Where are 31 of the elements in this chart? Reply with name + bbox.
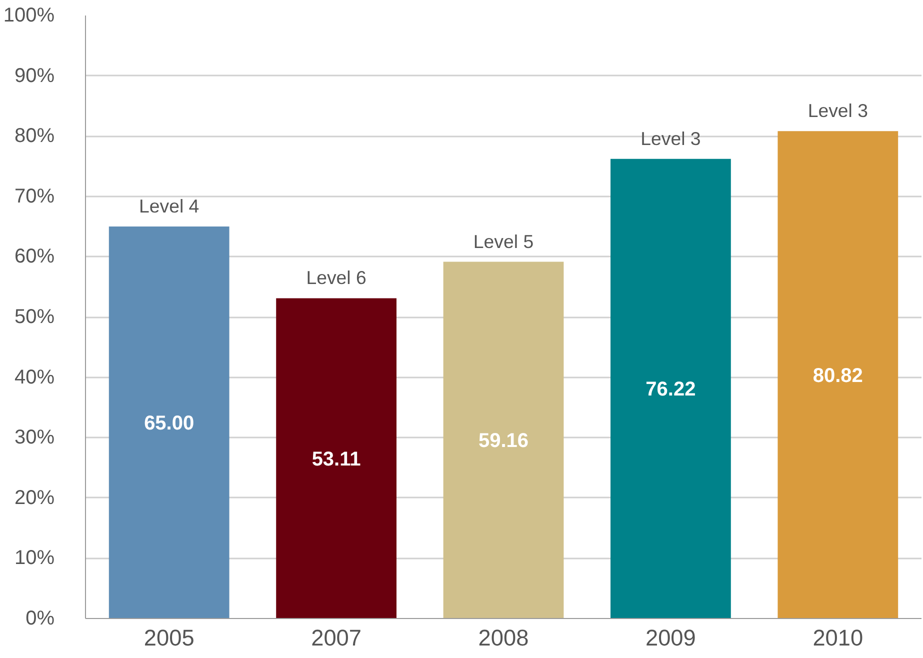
y-tick-label: 60% xyxy=(14,246,55,268)
bar xyxy=(443,262,564,618)
y-tick-label: 80% xyxy=(14,125,55,148)
y-tick-label: 70% xyxy=(14,185,55,208)
x-tick-label: 2005 xyxy=(144,624,194,650)
y-tick-label: 90% xyxy=(14,64,55,87)
y-tick-label: 10% xyxy=(14,547,55,570)
annotation: Level 3 xyxy=(640,128,701,149)
data-label: 80.82 xyxy=(812,364,863,387)
data-label: 65.00 xyxy=(144,412,194,435)
y-tick-label: 20% xyxy=(14,486,55,509)
annotation: Level 6 xyxy=(306,267,366,288)
y-tick-label: 40% xyxy=(14,366,55,388)
bar xyxy=(276,298,396,618)
data-label: 76.22 xyxy=(646,378,696,401)
y-tick-label: 100% xyxy=(3,4,55,26)
bar xyxy=(610,158,731,618)
y-tick-label: 0% xyxy=(26,608,55,630)
x-tick-label: 2010 xyxy=(812,624,864,650)
x-tick-label: 2008 xyxy=(478,624,529,650)
annotation: Level 5 xyxy=(473,230,534,252)
annotation: Level 3 xyxy=(808,100,868,122)
x-tick-label: 2007 xyxy=(311,624,362,650)
data-label: 59.16 xyxy=(478,430,529,452)
bar xyxy=(778,131,898,618)
bar xyxy=(108,226,230,618)
data-label: 53.11 xyxy=(312,448,361,470)
x-tick-label: 2009 xyxy=(646,624,696,650)
y-tick-label: 30% xyxy=(14,426,55,449)
y-tick-label: 50% xyxy=(14,306,55,328)
annotation: Level 4 xyxy=(139,196,200,217)
